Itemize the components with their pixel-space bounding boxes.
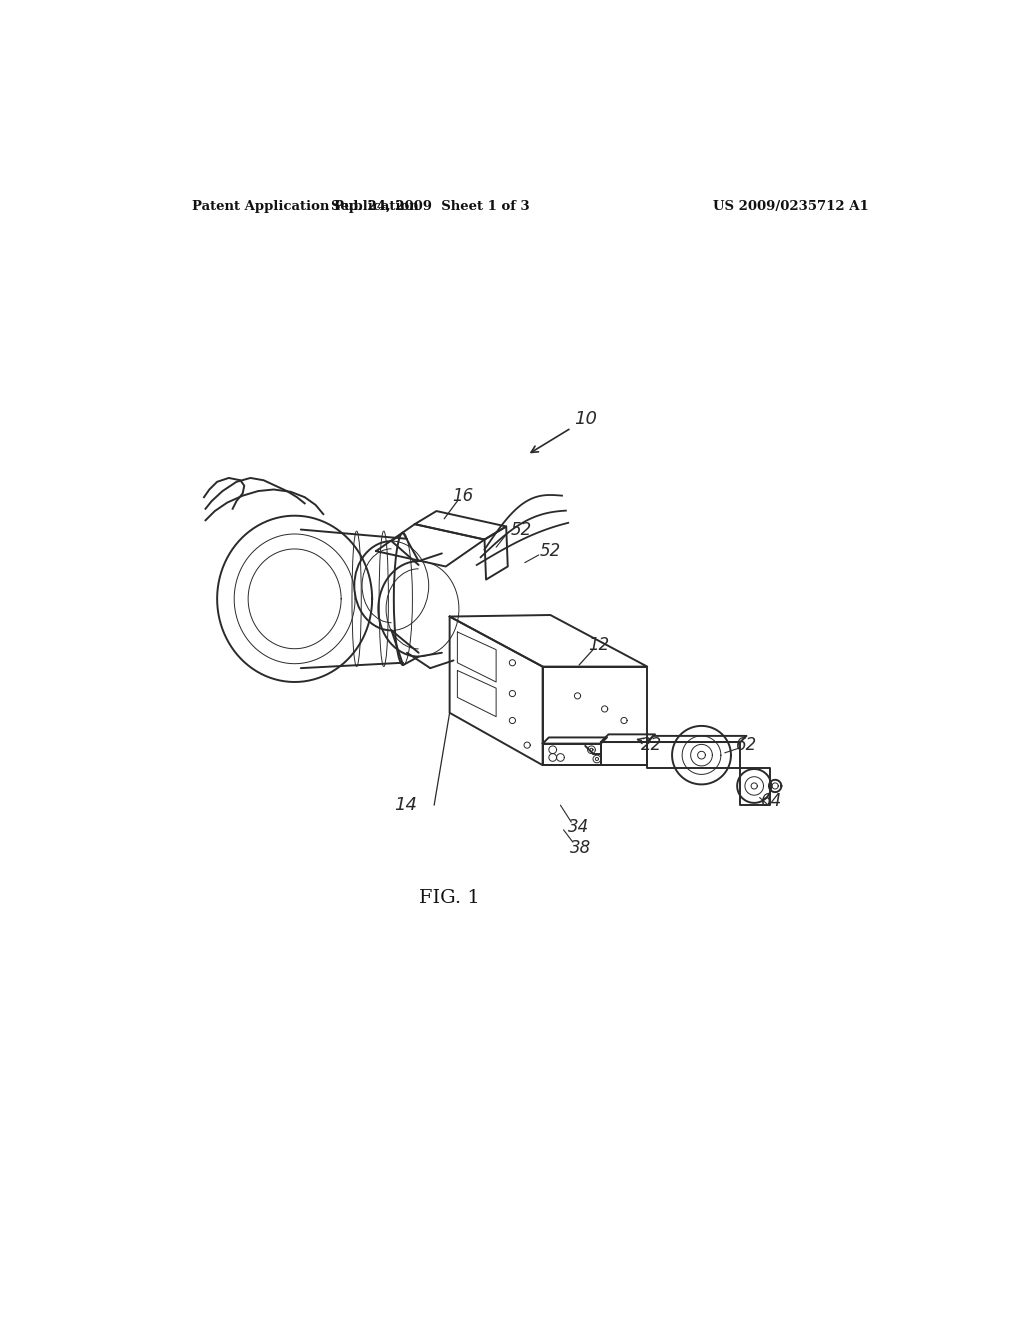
Text: 14: 14 [394,796,417,814]
Text: US 2009/0235712 A1: US 2009/0235712 A1 [713,199,869,213]
Text: 12: 12 [589,636,610,653]
Text: 38: 38 [570,838,591,857]
Text: 16: 16 [453,487,473,504]
Text: Sep. 24, 2009  Sheet 1 of 3: Sep. 24, 2009 Sheet 1 of 3 [331,199,529,213]
Text: 62: 62 [736,737,757,754]
Text: 10: 10 [573,409,597,428]
Text: 34: 34 [568,818,590,836]
Text: 64: 64 [761,792,782,810]
Text: 22: 22 [641,737,663,754]
Text: FIG. 1: FIG. 1 [419,888,480,907]
Text: Patent Application Publication: Patent Application Publication [191,199,418,213]
Text: 52: 52 [511,520,532,539]
Text: 52: 52 [540,543,561,560]
